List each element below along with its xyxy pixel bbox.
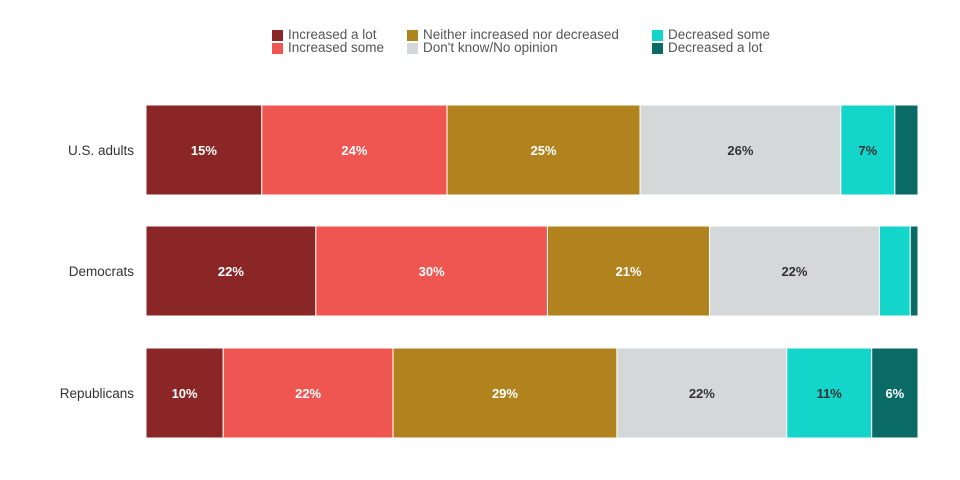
bar-segment-democrats-neither-increased-nor-decreased: [546, 225, 711, 317]
data-label-republicans-neither-increased-nor-decreased: 29%: [492, 386, 518, 401]
bar-segment-democrats-increased-a-lot: [145, 225, 317, 317]
legend-swatch: [272, 42, 283, 54]
legend-item-don-t-know-no-opinion: Don't know/No opinion: [407, 41, 558, 55]
bar-segment-u-s-adults-decreased-a-lot: [894, 104, 919, 196]
data-label-republicans-increased-some: 22%: [295, 386, 321, 401]
category-label-democrats: Democrats: [69, 264, 135, 279]
legend-label: Don't know/No opinion: [423, 40, 558, 55]
legend-item-neither-increased-nor-decreased: Neither increased nor decreased: [407, 28, 619, 42]
data-label-democrats-don-t-know-no-opinion: 22%: [781, 264, 807, 279]
data-label-u-s-adults-increased-some: 24%: [341, 143, 367, 158]
bar-segment-democrats-increased-some: [315, 225, 548, 317]
legend-label: Increased some: [288, 40, 385, 55]
bar-segment-republicans-increased-a-lot: [145, 347, 224, 439]
data-label-u-s-adults-decreased-some: 7%: [858, 143, 877, 158]
data-label-republicans-increased-a-lot: 10%: [172, 386, 198, 401]
data-label-u-s-adults-don-t-know-no-opinion: 26%: [727, 143, 753, 158]
bar-segment-democrats-decreased-a-lot: [909, 225, 919, 317]
bar-segment-u-s-adults-neither-increased-nor-decreased: [446, 104, 641, 196]
data-label-democrats-increased-some: 30%: [419, 264, 445, 279]
legend-item-increased-a-lot: Increased a lot: [272, 28, 377, 42]
bar-segment-democrats-decreased-some: [878, 225, 911, 317]
legend-item-decreased-a-lot: Decreased a lot: [652, 41, 763, 55]
bar-segment-republicans-increased-some: [222, 347, 394, 439]
data-label-u-s-adults-increased-a-lot: 15%: [191, 143, 217, 158]
legend-swatch: [407, 29, 418, 41]
legend-item-increased-some: Increased some: [272, 41, 384, 55]
bar-segment-u-s-adults-increased-a-lot: [145, 104, 263, 196]
data-label-democrats-increased-a-lot: 22%: [218, 264, 244, 279]
bar-segment-democrats-don-t-know-no-opinion: [709, 225, 880, 317]
legend-item-decreased-some: Decreased some: [652, 28, 770, 42]
data-label-republicans-don-t-know-no-opinion: 22%: [689, 386, 715, 401]
category-label-u-s-adults: U.S. adults: [68, 143, 134, 158]
legend-label: Decreased some: [668, 27, 771, 42]
data-label-u-s-adults-neither-increased-nor-decreased: 25%: [531, 143, 557, 158]
legend-swatch: [652, 42, 663, 54]
legend-swatch: [407, 42, 418, 54]
data-label-democrats-neither-increased-nor-decreased: 21%: [615, 264, 641, 279]
bar-segment-u-s-adults-don-t-know-no-opinion: [639, 104, 842, 196]
legend-swatch: [272, 29, 283, 41]
data-label-republicans-decreased-some: 11%: [817, 386, 843, 401]
bar-segment-republicans-don-t-know-no-opinion: [616, 347, 788, 439]
legend-label: Increased a lot: [288, 27, 377, 42]
legend-swatch: [652, 29, 663, 41]
bar-segment-republicans-neither-increased-nor-decreased: [392, 347, 618, 439]
bar-segment-u-s-adults-increased-some: [261, 104, 448, 196]
data-label-republicans-decreased-a-lot: 6%: [885, 386, 904, 401]
category-label-republicans: Republicans: [60, 386, 135, 401]
bar-segment-republicans-decreased-a-lot: [871, 347, 919, 439]
legend-label: Decreased a lot: [668, 40, 763, 55]
bar-segment-republicans-decreased-some: [786, 347, 873, 439]
bar-segment-u-s-adults-decreased-some: [840, 104, 896, 196]
legend-label: Neither increased nor decreased: [423, 27, 619, 42]
